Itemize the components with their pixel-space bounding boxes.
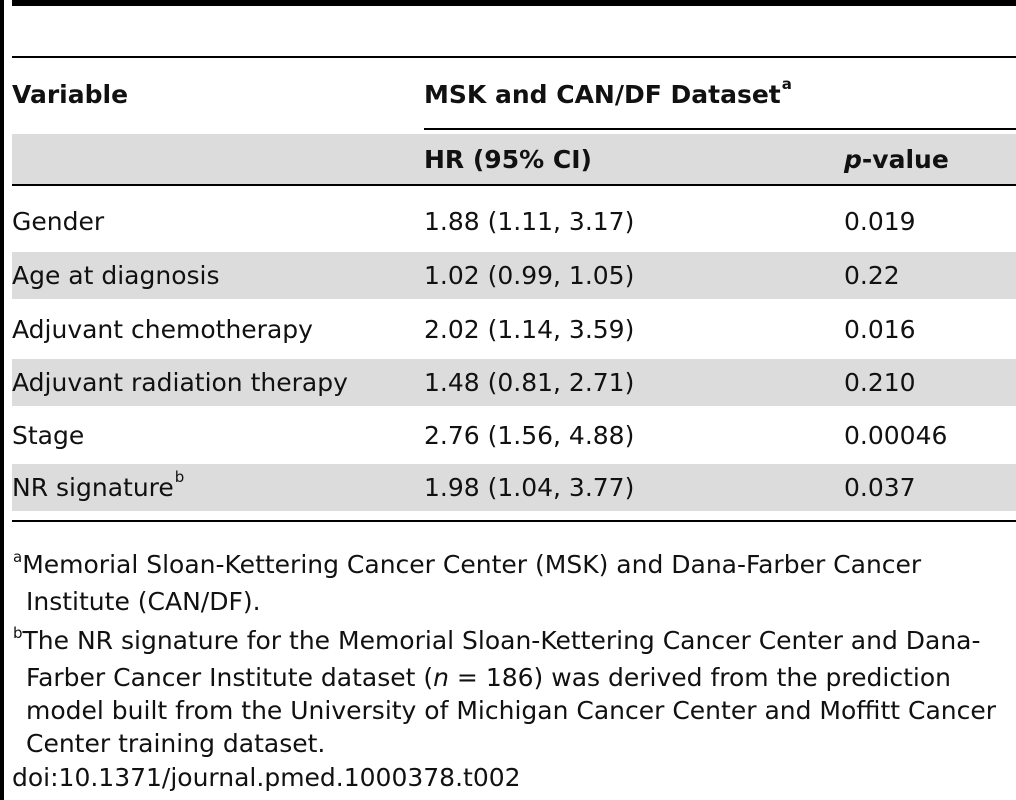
- row-p-value: 0.00046: [844, 421, 948, 450]
- row-variable: Adjuvant chemotherapy: [12, 315, 313, 344]
- nr-footnote-mark: b: [174, 467, 185, 486]
- table-row: Age at diagnosis 1.02 (0.99, 1.05) 0.22: [12, 252, 1016, 299]
- table-row: Adjuvant radiation therapy 1.48 (0.81, 2…: [12, 359, 1016, 406]
- doi-text: doi:10.1371/journal.pmed.1000378.t002: [12, 763, 521, 792]
- header-variable: Variable: [12, 80, 129, 109]
- row-variable: Gender: [12, 207, 105, 236]
- table-row: NR signature b 1.98 (1.04, 3.77) 0.037: [12, 464, 1016, 511]
- header-p-value: p -value: [844, 144, 949, 174]
- row-variable: Stage: [12, 421, 85, 450]
- dataset-footnote-mark: a: [781, 74, 792, 93]
- row-p-value: 0.037: [844, 473, 916, 502]
- row-hr: 2.76 (1.56, 4.88): [424, 421, 635, 450]
- header-dataset: MSK and CAN/DF Dataset a: [424, 74, 792, 110]
- row-p-value: 0.019: [844, 207, 916, 236]
- row-p-value: 0.016: [844, 315, 916, 344]
- row-hr: 1.98 (1.04, 3.77): [424, 473, 635, 502]
- table-row: Stage 2.76 (1.56, 4.88) 0.00046: [12, 412, 1016, 459]
- table-row: Adjuvant chemotherapy 2.02 (1.14, 3.59) …: [12, 306, 1016, 353]
- row-variable: Adjuvant radiation therapy: [12, 368, 348, 397]
- row-hr: 2.02 (1.14, 3.59): [424, 315, 635, 344]
- top-rule: [12, 0, 1016, 6]
- row-hr: 1.48 (0.81, 2.71): [424, 368, 635, 397]
- row-variable: NR signature b: [12, 467, 185, 503]
- row-hr: 1.02 (0.99, 1.05): [424, 261, 635, 290]
- header-hr: HR (95% CI): [424, 144, 592, 174]
- header-sub-rule: [424, 128, 1016, 130]
- row-hr: 1.88 (1.11, 3.17): [424, 207, 635, 236]
- header-bottom-rule: [12, 184, 1016, 186]
- header-row-1: Variable MSK and CAN/DF Dataset a: [12, 71, 1016, 118]
- row-p-value: 0.210: [844, 368, 916, 397]
- row-variable: Age at diagnosis: [12, 261, 220, 290]
- table-bottom-rule: [12, 520, 1016, 522]
- footnote-b: bThe NR signature for the Memorial Sloan…: [13, 624, 997, 758]
- header-top-rule: [12, 56, 1016, 58]
- row-p-value: 0.22: [844, 261, 900, 290]
- table-row: Gender 1.88 (1.11, 3.17) 0.019: [12, 198, 1016, 245]
- header-row-2: HR (95% CI) p -value: [12, 134, 1016, 184]
- footnote-a: aMemorial Sloan-Kettering Cancer Center …: [13, 548, 922, 616]
- left-border: [0, 0, 4, 800]
